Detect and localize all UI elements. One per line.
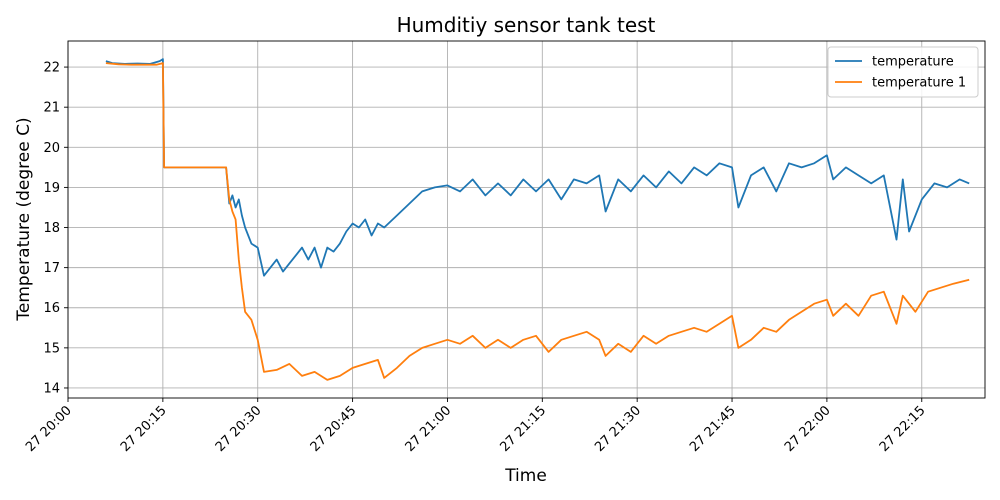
y-tick-label: 17 [43, 261, 60, 276]
y-tick-label: 22 [43, 61, 60, 76]
x-axis-label: Time [504, 466, 547, 486]
data-series [105, 58, 970, 381]
y-tick-label: 20 [43, 141, 60, 156]
legend: temperature temperature 1 [827, 46, 979, 98]
series-line-2 [105, 62, 970, 381]
y-tick-label: 18 [43, 221, 60, 236]
y-axis-label: Temperature (degree C) [14, 117, 34, 321]
y-tick-label: 19 [43, 181, 60, 196]
y-tick-label: 14 [43, 381, 60, 396]
series-line-1 [105, 58, 970, 277]
legend-box [827, 46, 979, 98]
plot-frame [67, 40, 986, 399]
y-tick-label: 15 [43, 341, 60, 356]
chart-title: Humditiy sensor tank test [397, 13, 656, 37]
legend-label-2: temperature 1 [872, 76, 966, 91]
y-tick-label: 21 [43, 101, 60, 116]
legend-label-1: temperature [872, 55, 954, 70]
y-tick-label: 16 [43, 301, 60, 316]
